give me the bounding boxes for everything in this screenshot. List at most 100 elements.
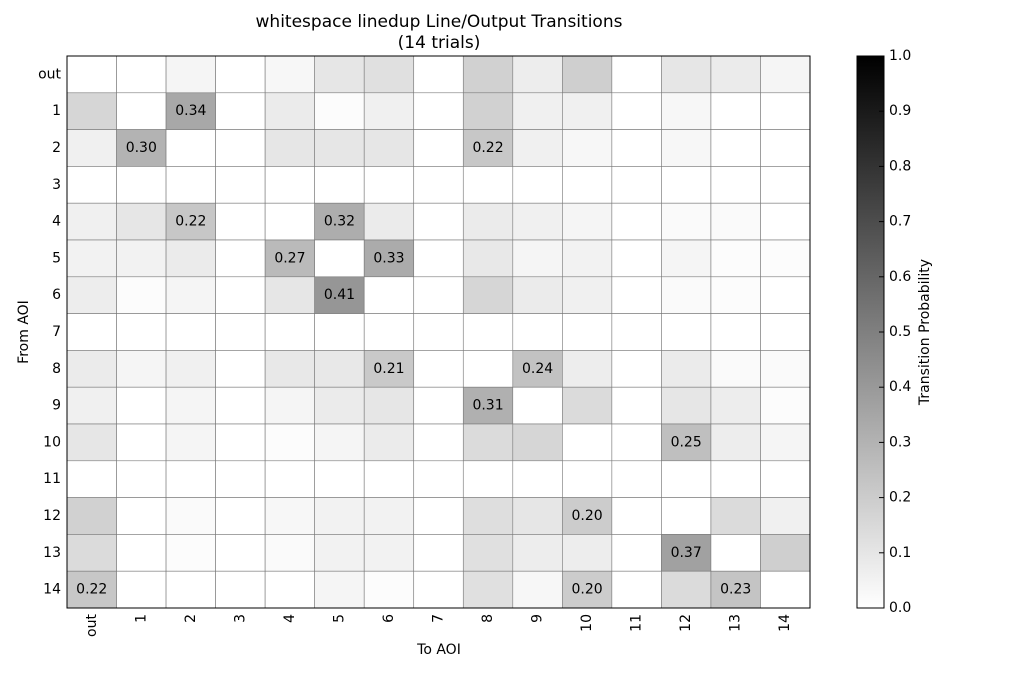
heatmap-cell: [314, 423, 365, 462]
heatmap-cell: [512, 166, 563, 204]
heatmap-cell: [66, 166, 117, 204]
heatmap-cell: [314, 534, 365, 572]
heatmap-cell: [264, 313, 315, 351]
heatmap-cell: [66, 460, 117, 498]
cell-label: 0.30: [126, 140, 157, 156]
x-tick-label: 5: [331, 614, 347, 623]
heatmap-cell: [462, 423, 514, 462]
plot-frame: [66, 55, 811, 609]
heatmap-cell: [314, 276, 365, 314]
chart-subtitle: (14 trials): [398, 33, 481, 53]
colorbar-label: Transition Probability: [917, 259, 933, 406]
heatmap-cell: [462, 570, 514, 609]
x-tick-label: 10: [579, 614, 595, 632]
heatmap-cell: [116, 423, 167, 462]
heatmap-cell: [66, 55, 117, 94]
heatmap-cell: [661, 460, 712, 498]
cell-label: 0.22: [175, 214, 206, 230]
heatmap-cell: [512, 92, 563, 130]
heatmap-cell: [363, 202, 415, 241]
heatmap-cell: [710, 423, 761, 462]
cell-label: 0.41: [324, 287, 355, 303]
cell-label: 0.34: [175, 103, 206, 119]
heatmap-cell: [264, 350, 315, 388]
cell-label: 0.23: [720, 582, 751, 598]
heatmap-cell: [264, 202, 315, 241]
heatmap-cell: [562, 313, 613, 351]
heatmap-cell: [413, 497, 464, 535]
heatmap-cell: [760, 92, 811, 130]
x-tick-label: 3: [232, 614, 248, 623]
heatmap-cell: [710, 460, 761, 498]
heatmap-cell: [215, 202, 266, 241]
heatmap-cell: [661, 166, 712, 204]
heatmap-cell: [314, 55, 365, 94]
heatmap-cell: [611, 386, 662, 425]
heatmap-cell: [413, 460, 464, 498]
heatmap-cell: [215, 55, 266, 94]
y-tick-label: 1: [52, 103, 61, 119]
heatmap-cell: [165, 55, 216, 94]
heatmap-cell: [264, 239, 315, 278]
heatmap-cell: [264, 386, 315, 425]
heatmap-cell: [462, 92, 514, 130]
heatmap-cell: [760, 423, 811, 462]
heatmap-cell: [66, 92, 117, 130]
heatmap-cell: [462, 497, 514, 535]
heatmap-cell: [66, 534, 117, 572]
cell-label: 0.31: [472, 398, 503, 414]
heatmap-cell: [661, 386, 712, 425]
y-tick-label: 13: [43, 545, 61, 561]
heatmap-cell: [710, 166, 761, 204]
x-tick-label: 14: [777, 614, 793, 632]
heatmap-cell: [413, 166, 464, 204]
heatmap-cell: [661, 570, 712, 609]
heatmap-cell: [363, 570, 415, 609]
heatmap-cell: [562, 202, 613, 241]
heatmap-cell: [611, 276, 662, 314]
heatmap-cell: [215, 239, 266, 278]
heatmap-cell: [215, 423, 266, 462]
heatmap-cell: [413, 239, 464, 278]
heatmap-cell: [661, 202, 712, 241]
heatmap-cell: [116, 497, 167, 535]
cell-label: 0.22: [76, 582, 107, 598]
heatmap-cell: [264, 570, 315, 609]
heatmap-cell: [562, 534, 613, 572]
heatmap-cell: [760, 386, 811, 425]
heatmap-cell: [413, 386, 464, 425]
heatmap-cell: [116, 92, 167, 130]
x-tick-label: 6: [381, 614, 397, 623]
heatmap-cell: [116, 129, 167, 167]
heatmap-cell: [314, 460, 365, 498]
heatmap-cell: [165, 386, 216, 425]
heatmap-cell: [462, 534, 514, 572]
heatmap-cell: [363, 166, 415, 204]
heatmap-cell: [760, 55, 811, 94]
heatmap-cell: [264, 129, 315, 167]
colorbar-tick-label: 0.3: [889, 434, 911, 450]
heatmap-cell: [116, 534, 167, 572]
heatmap-cell: [215, 570, 266, 609]
heatmap-cell: [413, 92, 464, 130]
y-tick-label: 2: [52, 140, 61, 156]
heatmap-cell: [462, 129, 514, 167]
heatmap-cell: [413, 313, 464, 351]
heatmap-cell: [66, 350, 117, 388]
heatmap-cell: [611, 92, 662, 130]
colorbar-tick-label: 1.0: [889, 48, 911, 64]
heatmap-cell: [215, 497, 266, 535]
chart-title: whitespace linedup Line/Output Transitio…: [256, 12, 623, 32]
heatmap-cell: [413, 202, 464, 241]
heatmap-cell: [116, 460, 167, 498]
heatmap-cell: [710, 202, 761, 241]
heatmap-cell: [462, 239, 514, 278]
heatmap-cell: [611, 129, 662, 167]
heatmap-cell: [611, 239, 662, 278]
heatmap-cell: [363, 92, 415, 130]
heatmap-cell: [165, 423, 216, 462]
heatmap-cell: [413, 534, 464, 572]
colorbar-tick-label: 0.1: [889, 545, 911, 561]
heatmap-cell: [512, 276, 563, 314]
heatmap-cell: [462, 460, 514, 498]
